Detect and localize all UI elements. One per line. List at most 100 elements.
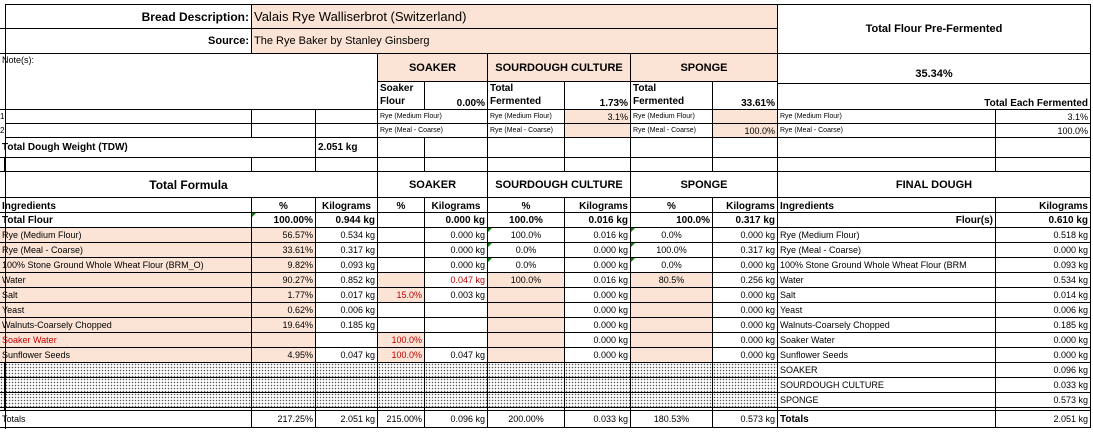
sourdough-flour-pct[interactable] [565,124,631,138]
final-ingredient-kg[interactable]: 0.006 kg [996,303,1091,318]
soaker-preferment-header[interactable]: SOAKER [378,54,488,82]
totals-final-kg[interactable]: 2.051 kg [996,411,1091,428]
sponge-pct[interactable] [631,303,713,318]
ingredient-kg[interactable]: 0.006 kg [316,303,378,318]
ingredient-pct[interactable]: 90.27% [252,273,316,288]
sourdough-flour-total-pct[interactable]: 100.0% [488,213,565,228]
sponge-fermented-pct[interactable]: 33.61% [713,82,778,110]
final-ingredient-name[interactable]: Sunflower Seeds [778,348,996,363]
empty-cell[interactable] [378,158,425,172]
final-ingredient-name[interactable]: Rye (Medium Flour) [778,228,996,243]
ingredient-pct[interactable]: 4.95% [252,348,316,363]
col-sourdough-pct[interactable]: % [488,198,565,213]
ingredient-kg[interactable]: 0.534 kg [316,228,378,243]
sourdough-kg[interactable]: 0.000 kg [565,303,631,318]
sourdough-pct[interactable] [488,348,565,363]
sourdough-fermented-label[interactable]: Total Fermented [488,82,565,110]
sourdough-kg[interactable]: 0.000 kg [565,318,631,333]
each-fermented-pct[interactable]: 3.1% [996,110,1091,124]
tdw-value[interactable]: 2.051 kg [316,138,378,158]
sponge-pct[interactable]: 100.0% [631,243,713,258]
empty-cell[interactable] [0,158,5,172]
totals-soaker-pct[interactable]: 215.00% [378,411,425,428]
ingredient-kg[interactable]: 0.093 kg [316,258,378,273]
sponge-kg[interactable]: 0.000 kg [713,318,778,333]
tdw-label[interactable]: Total Dough Weight (TDW) [0,138,316,158]
empty-cell[interactable] [378,213,425,228]
sourdough-pct[interactable]: 0.0% [488,243,565,258]
final-flours-label[interactable]: Flour(s) [778,213,996,228]
empty-cell[interactable] [5,124,252,138]
totals-final-label[interactable]: Totals [778,411,996,428]
total-formula-header[interactable]: Total Formula [0,172,378,198]
soaker-flour-name[interactable]: Rye (Medium Flour) [378,110,488,124]
final-ingredient-name[interactable]: Water [778,273,996,288]
empty-cell[interactable] [425,138,488,158]
empty-cell[interactable] [565,408,631,411]
ingredient-pct[interactable] [252,333,316,348]
source-label[interactable]: Source: [0,29,252,54]
ingredient-name[interactable]: Water [0,273,252,288]
each-fermented-flour-name[interactable]: Rye (Meal - Coarse) [778,124,996,138]
empty-cell[interactable] [425,408,488,411]
soaker-kg[interactable]: 0.047 kg [425,273,488,288]
sourdough-flour-name[interactable]: Rye (Meal - Coarse) [488,124,565,138]
sourdough-kg[interactable]: 0.016 kg [565,228,631,243]
each-fermented-pct[interactable]: 100.0% [996,124,1091,138]
bread-description-label[interactable]: Bread Description: [0,5,252,29]
ingredient-name[interactable]: Rye (Medium Flour) [0,228,252,243]
soaker-kg[interactable]: 0.003 kg [425,288,488,303]
soaker-pct[interactable]: 15.0% [378,288,425,303]
soaker-flour-label[interactable]: Soaker Flour [378,82,425,110]
ingredient-pct[interactable]: 33.61% [252,243,316,258]
col-sponge-kg[interactable]: Kilograms [713,198,778,213]
total-each-fermented-title[interactable]: Total Each Fermented [778,84,1091,110]
ingredient-name[interactable]: 100% Stone Ground Whole Wheat Flour (BRM… [0,258,252,273]
total-flour-label[interactable]: Total Flour [0,213,252,228]
empty-cell[interactable] [5,158,252,172]
soaker-kg[interactable]: 0.000 kg [425,243,488,258]
ingredient-name[interactable]: Salt [0,288,252,303]
sponge-kg[interactable]: 0.000 kg [713,228,778,243]
sourdough-fermented-pct[interactable]: 1.73% [565,82,631,110]
sourdough-pct[interactable]: 0.0% [488,258,565,273]
sourdough-kg[interactable]: 0.000 kg [565,258,631,273]
ingredient-pct[interactable]: 9.82% [252,258,316,273]
empty-cell[interactable] [316,110,378,124]
col-kg[interactable]: Kilograms [316,198,378,213]
sponge-kg[interactable]: 0.317 kg [713,243,778,258]
totals-label[interactable]: Totals [0,411,252,428]
sponge-kg[interactable]: 0.000 kg [713,288,778,303]
col-final-ingredients[interactable]: Ingredients [778,198,996,213]
preferment-kg[interactable]: 0.096 kg [996,363,1091,378]
empty-cell[interactable] [713,408,778,411]
sponge-pct[interactable] [631,288,713,303]
final-ingredient-kg[interactable]: 0.093 kg [996,258,1091,273]
soaker-kg[interactable]: 0.000 kg [425,258,488,273]
sourdough-pct[interactable]: 100.0% [488,273,565,288]
final-dough-section-header[interactable]: FINAL DOUGH [778,172,1091,198]
ingredient-pct[interactable]: 19.64% [252,318,316,333]
preferment-kg[interactable]: 0.033 kg [996,378,1091,393]
final-ingredient-name[interactable]: Yeast [778,303,996,318]
sponge-pct[interactable]: 0.0% [631,228,713,243]
empty-cell[interactable] [0,408,5,411]
ingredient-pct[interactable]: 1.77% [252,288,316,303]
sponge-kg[interactable]: 0.000 kg [713,258,778,273]
soaker-section-header[interactable]: SOAKER [378,172,488,198]
col-soaker-kg[interactable]: Kilograms [425,198,488,213]
sponge-pct[interactable] [631,348,713,363]
final-ingredient-name[interactable]: Walnuts-Coarsely Chopped [778,318,996,333]
final-ingredient-kg[interactable]: 0.518 kg [996,228,1091,243]
sourdough-flour-total-kg[interactable]: 0.016 kg [565,213,631,228]
sponge-kg[interactable]: 0.000 kg [713,333,778,348]
empty-cell[interactable] [631,158,713,172]
preferment-name[interactable]: SOURDOUGH CULTURE [778,378,996,393]
ingredient-name[interactable]: Sunflower Seeds [0,348,252,363]
final-ingredient-name[interactable]: Soaker Water [778,333,996,348]
col-soaker-pct[interactable]: % [378,198,425,213]
ingredient-kg[interactable]: 0.017 kg [316,288,378,303]
soaker-kg[interactable]: 0.047 kg [425,348,488,363]
empty-cell[interactable] [778,158,996,172]
empty-cell[interactable] [378,138,425,158]
